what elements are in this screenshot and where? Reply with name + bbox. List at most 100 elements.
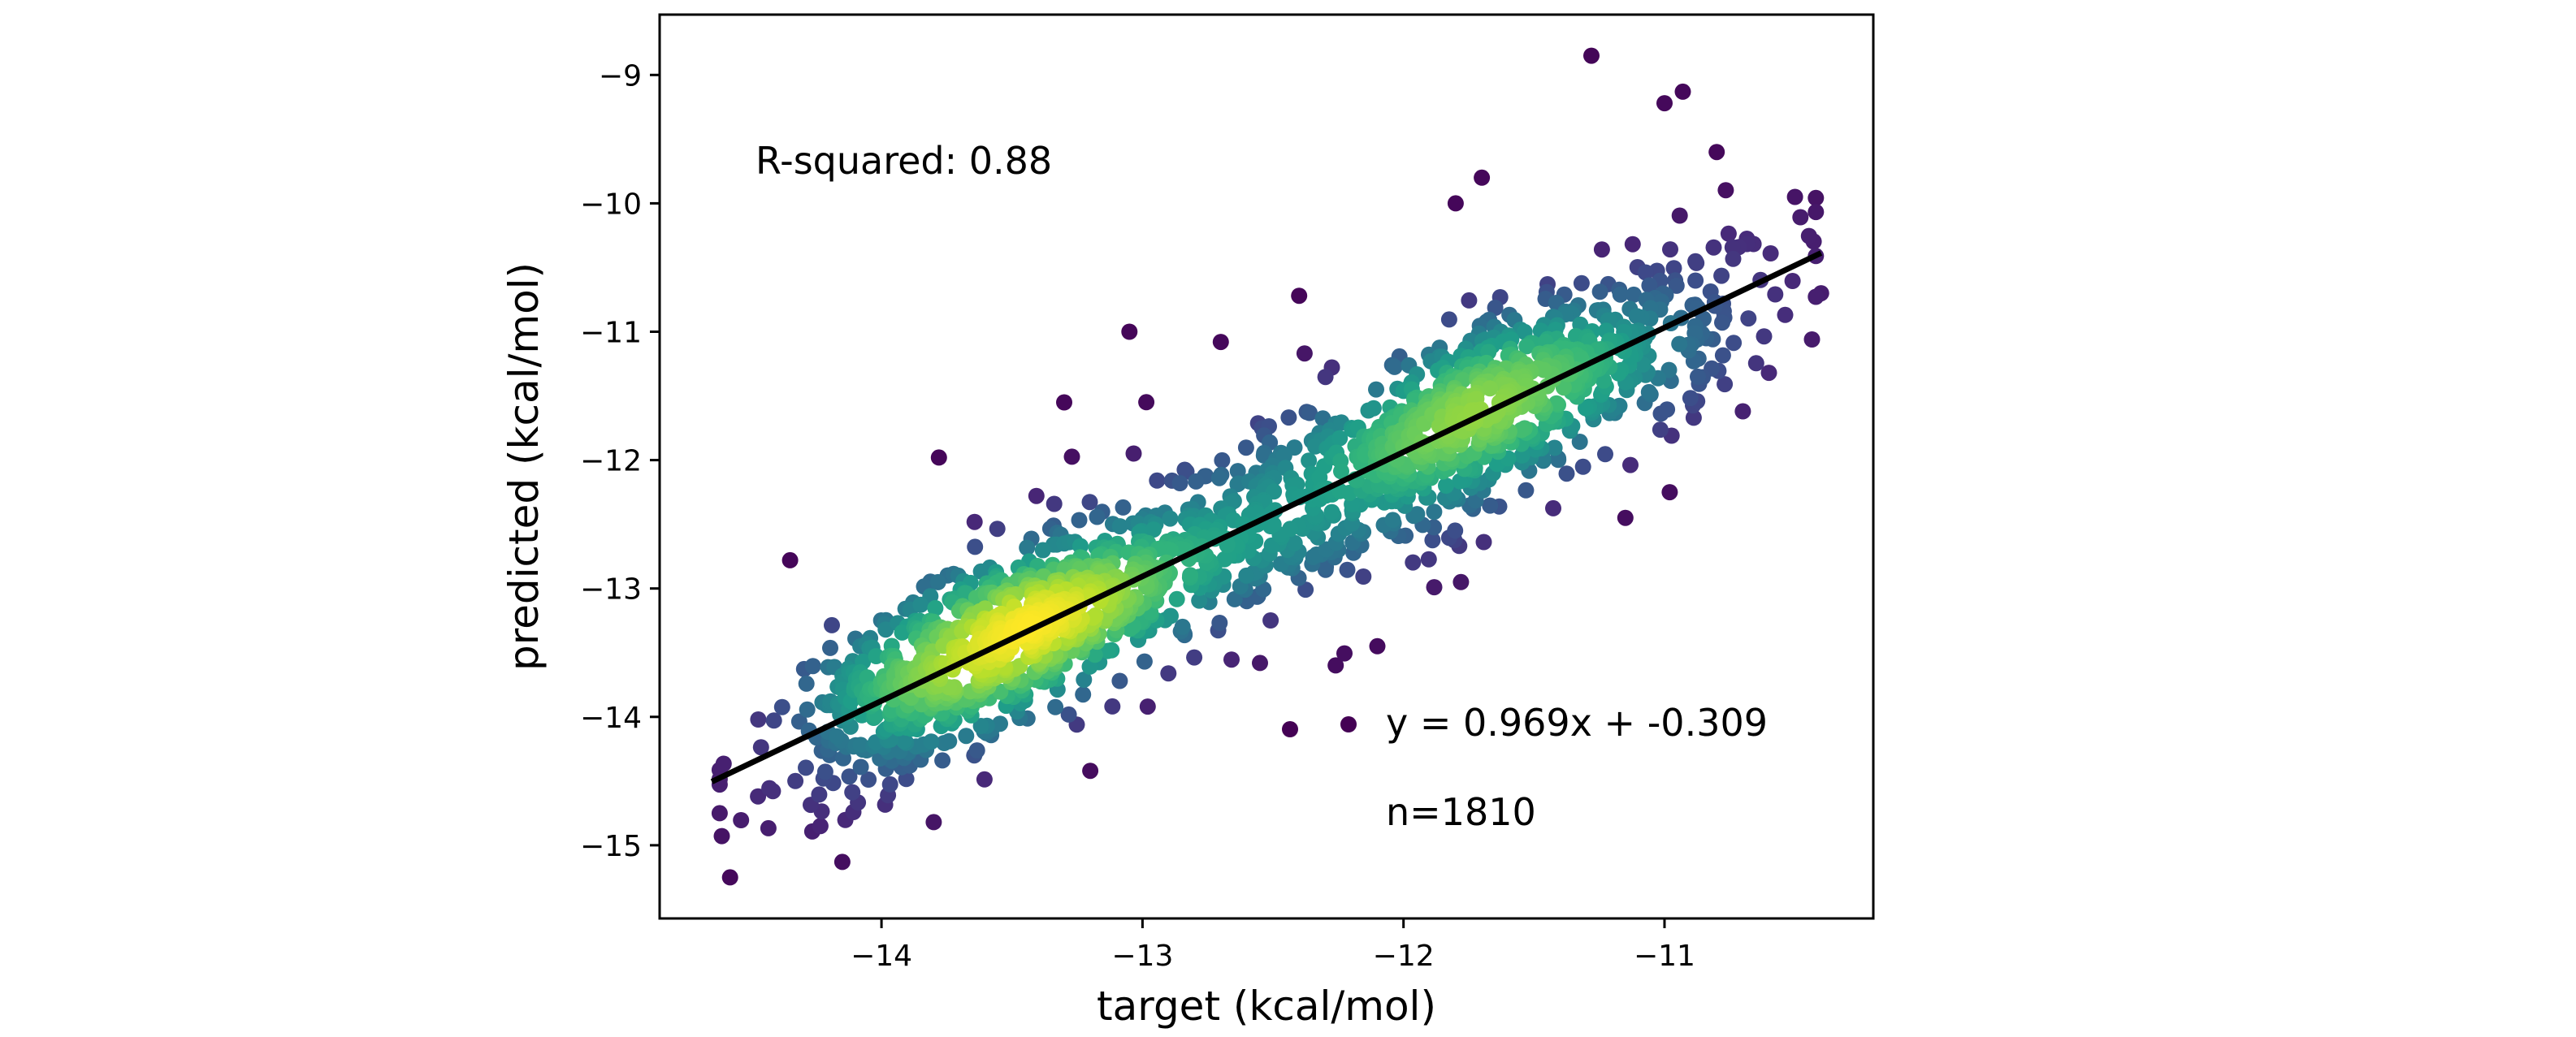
scatter-point: [1453, 573, 1470, 590]
scatter-point: [1656, 95, 1673, 112]
scatter-point: [927, 599, 944, 616]
scatter-point: [925, 814, 942, 831]
scatter-point: [1384, 512, 1401, 529]
scatter-point: [1386, 358, 1403, 375]
scatter-point: [1212, 334, 1229, 351]
scatter-point: [1641, 277, 1658, 294]
scatter-point: [1725, 250, 1742, 267]
scatter-point: [912, 596, 929, 613]
scatter-point: [1081, 494, 1098, 511]
legend-marker: [1340, 716, 1357, 732]
scatter-point: [1740, 310, 1757, 327]
scatter-point: [1297, 581, 1314, 598]
scatter-point: [1314, 410, 1331, 427]
scatter-point: [1405, 554, 1422, 571]
scatter-point: [1174, 618, 1191, 635]
scatter-point: [1046, 495, 1063, 512]
scatter-point: [1803, 331, 1821, 348]
scatter-point: [1291, 287, 1308, 305]
scatter-point: [1546, 439, 1563, 456]
scatter-point: [1747, 355, 1764, 372]
scatter-point: [1714, 347, 1731, 364]
scatter-point: [1365, 400, 1382, 417]
scatter-point: [1461, 292, 1478, 309]
x-tick-label: −13: [1111, 940, 1173, 973]
scatter-point: [958, 728, 975, 745]
scatter-point: [1162, 510, 1179, 527]
scatter-point: [760, 819, 777, 836]
scatter-point: [1341, 484, 1358, 501]
scatter-point: [1756, 328, 1773, 345]
x-tick-label: −11: [1634, 940, 1695, 973]
scatter-point: [1063, 448, 1080, 465]
x-axis-ticks: −14 −13 −12 −11: [851, 918, 1695, 973]
scatter-point: [1617, 509, 1634, 526]
scatter-point: [1690, 368, 1706, 385]
scatter-point: [1682, 390, 1699, 407]
scatter-point: [841, 768, 858, 785]
scatter-point: [1115, 499, 1132, 516]
scatter-point: [1286, 534, 1303, 551]
scatter-point: [1339, 561, 1356, 578]
scatter-point: [852, 737, 869, 754]
scatter-point: [1136, 653, 1153, 670]
scatter-point: [765, 712, 782, 729]
scatter-point: [1280, 409, 1297, 426]
y-tick-label: −11: [580, 316, 642, 349]
scatter-point: [1724, 239, 1741, 256]
scatter-point: [1671, 335, 1688, 352]
scatter-point: [1355, 568, 1372, 585]
scatter-point: [881, 776, 898, 793]
scatter-point: [1784, 273, 1801, 289]
scatter-point: [721, 869, 738, 886]
scatter-point: [1301, 404, 1318, 421]
scatter-point: [1708, 144, 1725, 161]
scatter-point: [1426, 579, 1443, 596]
scatter-point: [752, 739, 769, 756]
scatter-point: [1447, 522, 1464, 539]
scatter-point: [1028, 487, 1045, 504]
scatter-point: [1535, 361, 1552, 378]
scatter-point: [1717, 376, 1734, 393]
scatter-point: [733, 812, 750, 828]
scatter-point: [1082, 763, 1099, 780]
legend-label: y = 0.969x + -0.309: [1386, 701, 1768, 745]
scatter-point: [1597, 446, 1613, 463]
scatter-point: [1591, 283, 1608, 300]
scatter-point: [1571, 434, 1588, 450]
scatter-point: [1111, 672, 1128, 689]
scatter-point: [804, 658, 821, 675]
scatter-point: [1331, 430, 1349, 447]
scatter-point: [1368, 381, 1384, 398]
y-tick-label: −10: [580, 188, 642, 221]
scatter-point: [1226, 590, 1243, 607]
scatter-point: [1301, 452, 1318, 469]
scatter-point: [1725, 335, 1743, 352]
scatter-point: [1238, 567, 1255, 584]
scatter-point: [1188, 473, 1205, 490]
scatter-point: [1252, 655, 1268, 672]
scatter-point: [1182, 567, 1199, 584]
scatter-point: [1637, 264, 1654, 281]
scatter-point: [1125, 445, 1142, 462]
scatter-point: [1440, 311, 1457, 328]
scatter-point: [1369, 637, 1386, 655]
scatter-point: [1574, 458, 1591, 475]
scatter-point: [1517, 482, 1535, 499]
scatter-point: [1336, 645, 1353, 662]
scatter-point: [798, 675, 815, 692]
scatter-point: [1438, 477, 1454, 494]
scatter-point: [1661, 484, 1678, 501]
scatter-point: [1475, 534, 1492, 551]
scatter-point: [1687, 272, 1704, 289]
scatter-point: [1792, 209, 1809, 226]
scatter-point: [1214, 452, 1231, 469]
y-tick-label: −12: [580, 445, 642, 478]
scatter-point: [812, 818, 829, 835]
scatter-point: [1149, 472, 1166, 489]
scatter-point: [894, 624, 911, 641]
scatter-point: [1323, 503, 1340, 521]
scatter-point: [968, 742, 985, 759]
scatter-point: [1760, 365, 1777, 382]
sample-count-annotation: n=1810: [1386, 790, 1536, 834]
